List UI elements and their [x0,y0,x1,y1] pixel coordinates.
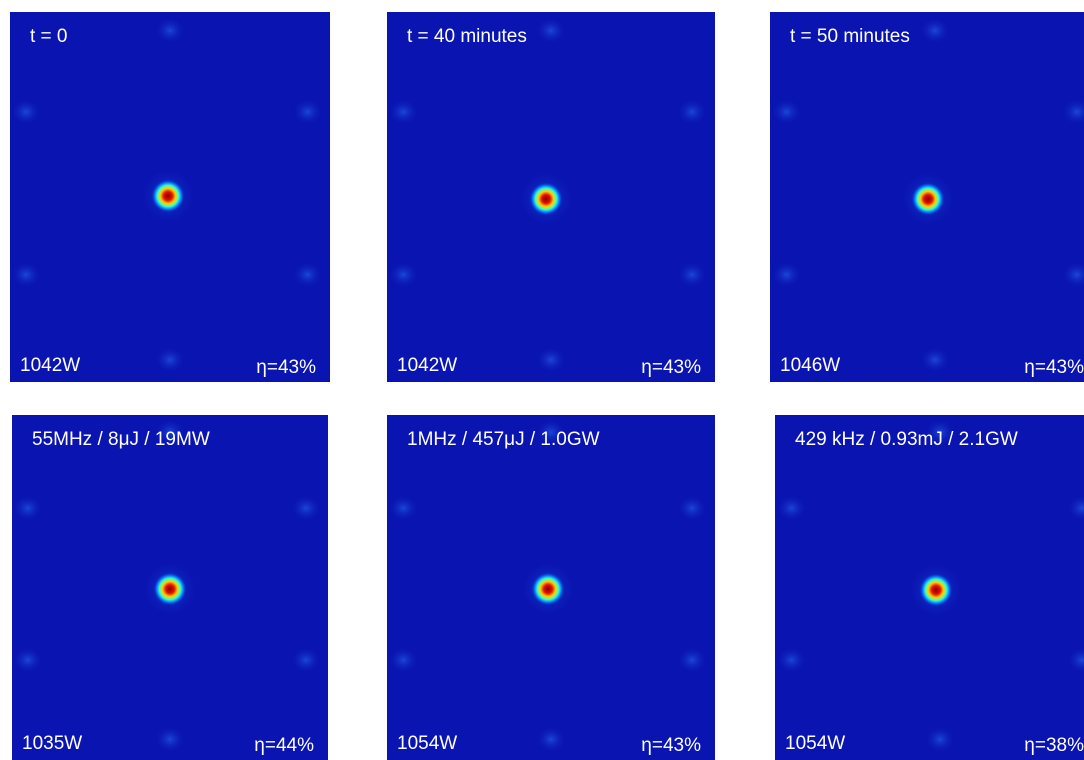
side-spot [10,98,42,126]
panel: 429 kHz / 0.93mJ / 2.1GW 1054W η=38% [775,415,1084,760]
panel: t = 40 minutes 1042W η=43% [387,12,715,382]
beam-spot [919,573,953,607]
side-spot [535,346,567,374]
side-spot [10,261,42,289]
side-spot [292,98,324,126]
side-spot [676,261,708,289]
top-label: t = 40 minutes [407,26,527,47]
side-spot [154,725,186,753]
side-spot [924,725,956,753]
side-spot [387,261,419,289]
side-spot [776,646,808,674]
side-spot [387,646,419,674]
panel: 55MHz / 8μJ / 19MW 1035W η=44% [12,415,328,760]
side-spot [776,494,808,522]
side-spot [535,17,567,45]
figure: t = 01042Wη=43%t = 40 minutes1042Wη=43%t… [0,0,1084,760]
side-spot [292,261,324,289]
side-spot [290,494,322,522]
side-spot [771,98,803,126]
power-label: 1046W [780,355,840,376]
top-label: 429 kHz / 0.93mJ / 2.1GW [795,429,1018,450]
side-spot [676,646,708,674]
beam-spot [153,572,187,606]
side-spot [12,494,44,522]
beam-spot [531,572,565,606]
side-spot [676,98,708,126]
beam-spot [151,179,185,213]
side-spot [290,646,322,674]
efficiency-label: η=44% [254,735,314,756]
side-spot [919,346,951,374]
panel: t = 0 1042W η=43% [10,12,330,382]
efficiency-label: η=43% [641,357,701,378]
side-spot [387,98,419,126]
side-spot [154,346,186,374]
beam-spot [529,182,563,216]
side-spot [535,725,567,753]
side-spot [771,261,803,289]
panel: t = 50 minutes 1046W η=43% [770,12,1084,382]
power-label: 1042W [20,355,80,376]
panel: 1MHz / 457μJ / 1.0GW 1054W η=43% [387,415,715,760]
top-label: t = 50 minutes [790,26,910,47]
power-label: 1042W [397,355,457,376]
power-label: 1054W [397,733,457,754]
beam-spot [911,182,945,216]
side-spot [387,494,419,522]
efficiency-label: η=43% [641,735,701,756]
top-label: 55MHz / 8μJ / 19MW [32,429,210,450]
side-spot [154,17,186,45]
side-spot [919,17,951,45]
page: t = 01042Wη=43%t = 40 minutes1042Wη=43%t… [0,0,1084,760]
efficiency-label: η=38% [1024,735,1084,756]
top-label: 1MHz / 457μJ / 1.0GW [407,429,600,450]
efficiency-label: η=43% [256,357,316,378]
efficiency-label: η=43% [1024,357,1084,378]
power-label: 1035W [22,733,82,754]
side-spot [12,646,44,674]
side-spot [676,494,708,522]
power-label: 1054W [785,733,845,754]
top-label: t = 0 [30,26,68,47]
